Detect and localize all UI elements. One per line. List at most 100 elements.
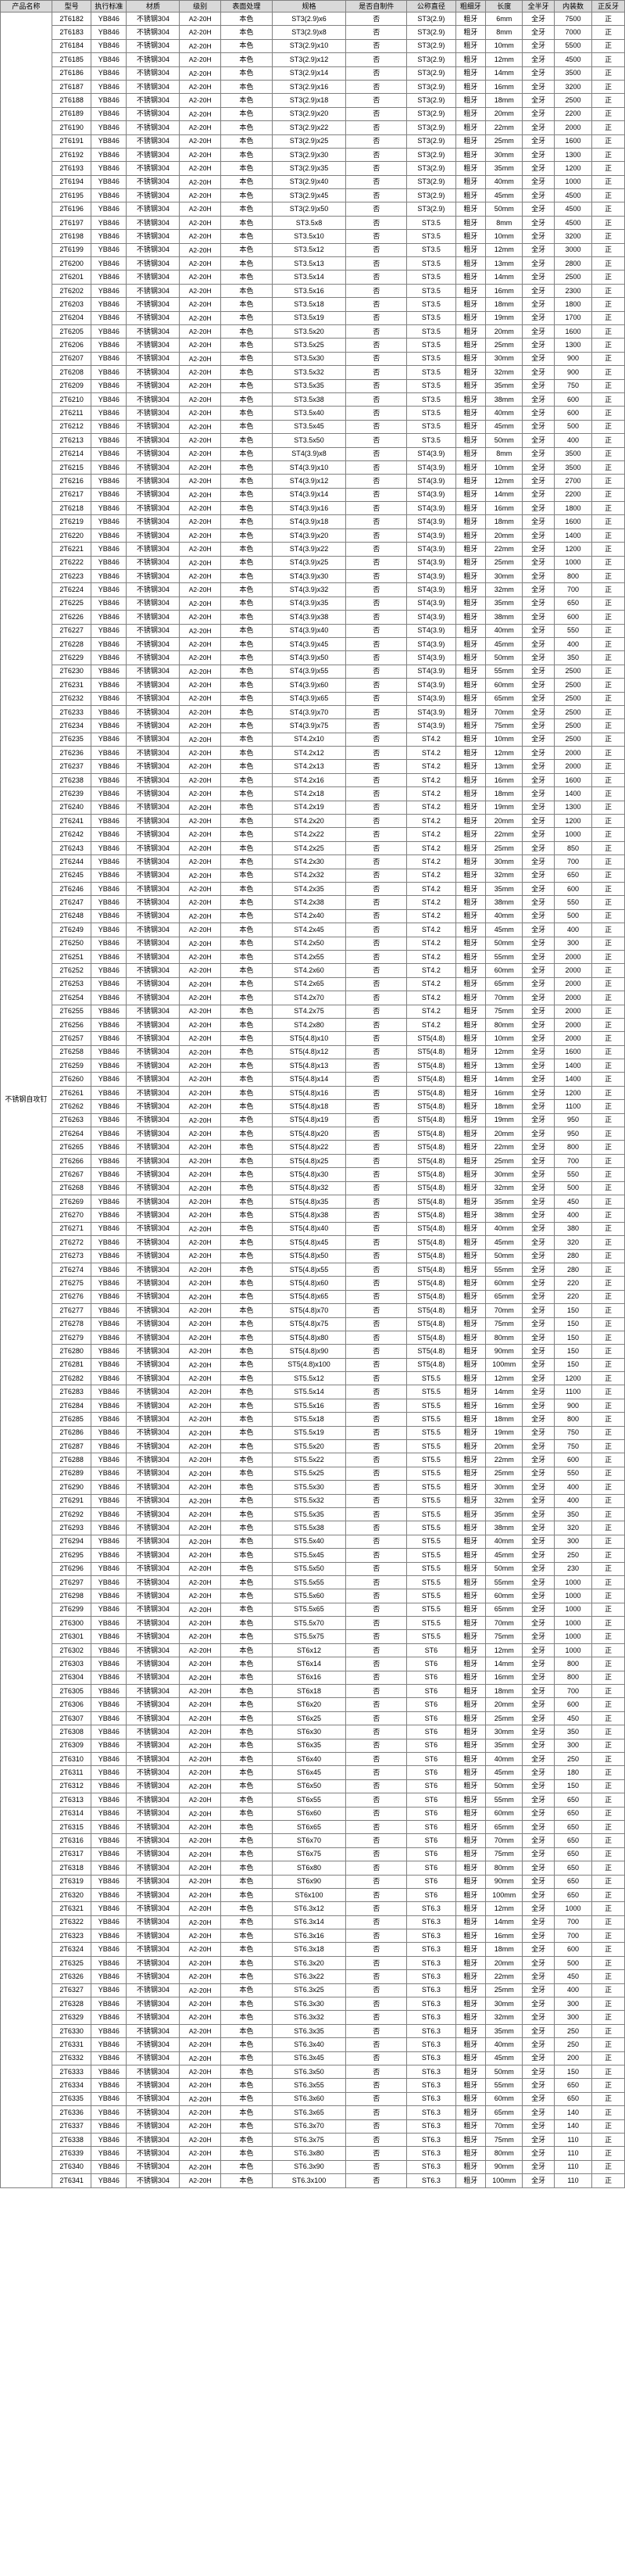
specification-cell: ST6.3x50 — [271, 2064, 347, 2080]
nominal-diameter-cell: ST3.5 — [406, 310, 456, 325]
thread-extent-cell: 全牙 — [522, 365, 555, 380]
specification-cell: ST3(2.9)x25 — [271, 134, 347, 149]
material-cell: 不锈钢304 — [126, 1887, 180, 1903]
model-cell: 2T6311 — [51, 1765, 92, 1780]
thread-pitch-cell: 粗牙 — [455, 2173, 487, 2188]
standard-cell: YB846 — [91, 596, 127, 611]
grade-cell: A2-20H — [179, 1684, 222, 1699]
nominal-diameter-cell: ST5.5 — [406, 1561, 456, 1576]
grade-cell: A2-20H — [179, 895, 222, 910]
grade-cell: A2-20H — [179, 297, 222, 312]
surface-treatment-cell: 本色 — [220, 542, 273, 557]
length-cell: 90mm — [485, 1874, 523, 1889]
nominal-diameter-cell: ST4.2 — [406, 786, 456, 801]
thread-pitch-cell: 粗牙 — [455, 936, 487, 951]
grade-cell: A2-20H — [179, 1751, 222, 1767]
thread-extent-cell: 全牙 — [522, 1589, 555, 1603]
surface-treatment-cell: 本色 — [220, 487, 273, 503]
nominal-diameter-cell: ST5(4.8) — [406, 1330, 456, 1345]
thread-extent-cell: 全牙 — [522, 106, 555, 122]
length-cell: 20mm — [485, 1697, 523, 1712]
self-made-cell: 否 — [345, 1303, 408, 1318]
pack-quantity-cell: 1400 — [553, 1072, 593, 1087]
pack-quantity-cell: 1000 — [553, 1575, 593, 1590]
specification-cell: ST6.3x14 — [271, 1915, 347, 1930]
thread-pitch-cell: 粗牙 — [455, 1412, 487, 1427]
self-made-cell: 否 — [345, 555, 408, 571]
model-cell: 2T6304 — [51, 1670, 92, 1686]
surface-treatment-cell: 本色 — [220, 1629, 273, 1644]
self-made-cell: 否 — [345, 1561, 408, 1576]
table-row: 2T6340 YB846 不锈钢304 A2-20H 本色 ST6.3x90 否 ST6.3 粗… — [1, 2159, 625, 2175]
thread-direction-cell: 正 — [591, 949, 625, 965]
material-cell: 不锈钢304 — [126, 460, 180, 475]
surface-treatment-cell: 本色 — [220, 1751, 273, 1767]
thread-direction-cell: 正 — [591, 1249, 625, 1263]
material-cell: 不锈钢304 — [126, 1915, 180, 1930]
thread-direction-cell: 正 — [591, 1997, 625, 2012]
thread-direction-cell: 正 — [591, 2119, 625, 2134]
specification-cell: ST6x50 — [271, 1779, 347, 1794]
nominal-diameter-cell: ST5(4.8) — [406, 1208, 456, 1223]
model-cell: 2T6214 — [51, 446, 92, 461]
grade-cell: A2-20H — [179, 1194, 222, 1209]
length-cell: 40mm — [485, 174, 523, 190]
length-cell: 32mm — [485, 1493, 523, 1508]
surface-treatment-cell: 本色 — [220, 746, 273, 761]
material-cell: 不锈钢304 — [126, 1969, 180, 1984]
nominal-diameter-cell: ST5.5 — [406, 1534, 456, 1550]
standard-cell: YB846 — [91, 895, 127, 910]
thread-direction-cell: 正 — [591, 1208, 625, 1223]
thread-extent-cell: 全牙 — [522, 827, 555, 842]
self-made-cell: 否 — [345, 2105, 408, 2120]
surface-treatment-cell: 本色 — [220, 976, 273, 992]
material-cell: 不锈钢304 — [126, 963, 180, 978]
specification-cell: ST4.2x10 — [271, 732, 347, 747]
pack-quantity-cell: 2500 — [553, 732, 593, 747]
thread-pitch-cell: 粗牙 — [455, 11, 487, 27]
model-cell: 2T6249 — [51, 923, 92, 937]
specification-cell: ST3(2.9)x6 — [271, 11, 347, 27]
thread-direction-cell: 正 — [591, 446, 625, 461]
thread-direction-cell: 正 — [591, 1955, 625, 1971]
table-row: 2T6188 YB846 不锈钢304 A2-20H 本色 ST3(2.9)x18 否 ST3… — [1, 93, 625, 108]
grade-cell: A2-20H — [179, 174, 222, 190]
length-cell: 50mm — [485, 1561, 523, 1576]
material-cell: 不锈钢304 — [126, 1194, 180, 1209]
model-cell: 2T6332 — [51, 2051, 92, 2065]
material-cell: 不锈钢304 — [126, 11, 180, 27]
grade-cell: A2-20H — [179, 514, 222, 529]
nominal-diameter-cell: ST4(3.9) — [406, 718, 456, 733]
specification-cell: ST3.5x12 — [271, 242, 347, 258]
model-cell: 2T6296 — [51, 1561, 92, 1576]
table-row: 2T6236 YB846 不锈钢304 A2-20H 本色 ST4.2x12 否 ST4.2 粗… — [1, 746, 625, 761]
table-row: 2T6341 YB846 不锈钢304 A2-20H 本色 ST6.3x100 否 ST6.3… — [1, 2173, 625, 2188]
self-made-cell: 否 — [345, 1439, 408, 1454]
model-cell: 2T6189 — [51, 106, 92, 122]
standard-cell: YB846 — [91, 1412, 127, 1427]
material-cell: 不锈钢304 — [126, 1806, 180, 1821]
self-made-cell: 否 — [345, 2091, 408, 2107]
grade-cell: A2-20H — [179, 2010, 222, 2025]
thread-pitch-cell: 粗牙 — [455, 215, 487, 231]
specification-cell: ST5.5x38 — [271, 1521, 347, 1535]
self-made-cell: 否 — [345, 1847, 408, 1862]
table-row: 2T6294 YB846 不锈钢304 A2-20H 本色 ST5.5x40 否 ST5.5 粗… — [1, 1534, 625, 1550]
table-row: 2T6201 YB846 不锈钢304 A2-20H 本色 ST3.5x14 否 ST3.5 粗… — [1, 270, 625, 285]
nominal-diameter-cell: ST3(2.9) — [406, 106, 456, 122]
thread-pitch-cell: 粗牙 — [455, 202, 487, 217]
surface-treatment-cell: 本色 — [220, 732, 273, 747]
material-cell: 不锈钢304 — [126, 1004, 180, 1019]
grade-cell: A2-20H — [179, 1466, 222, 1481]
self-made-cell: 否 — [345, 1983, 408, 1998]
length-cell: 16mm — [485, 501, 523, 516]
surface-treatment-cell: 本色 — [220, 501, 273, 516]
grade-cell: A2-20H — [179, 868, 222, 883]
specification-cell: ST6.3x35 — [271, 2023, 347, 2039]
thread-pitch-cell: 粗牙 — [455, 691, 487, 706]
surface-treatment-cell: 本色 — [220, 283, 273, 299]
thread-pitch-cell: 粗牙 — [455, 1208, 487, 1223]
self-made-cell: 否 — [345, 351, 408, 367]
pack-quantity-cell: 3500 — [553, 446, 593, 461]
table-row: 2T6212 YB846 不锈钢304 A2-20H 本色 ST3.5x45 否 ST3.5 粗… — [1, 419, 625, 435]
